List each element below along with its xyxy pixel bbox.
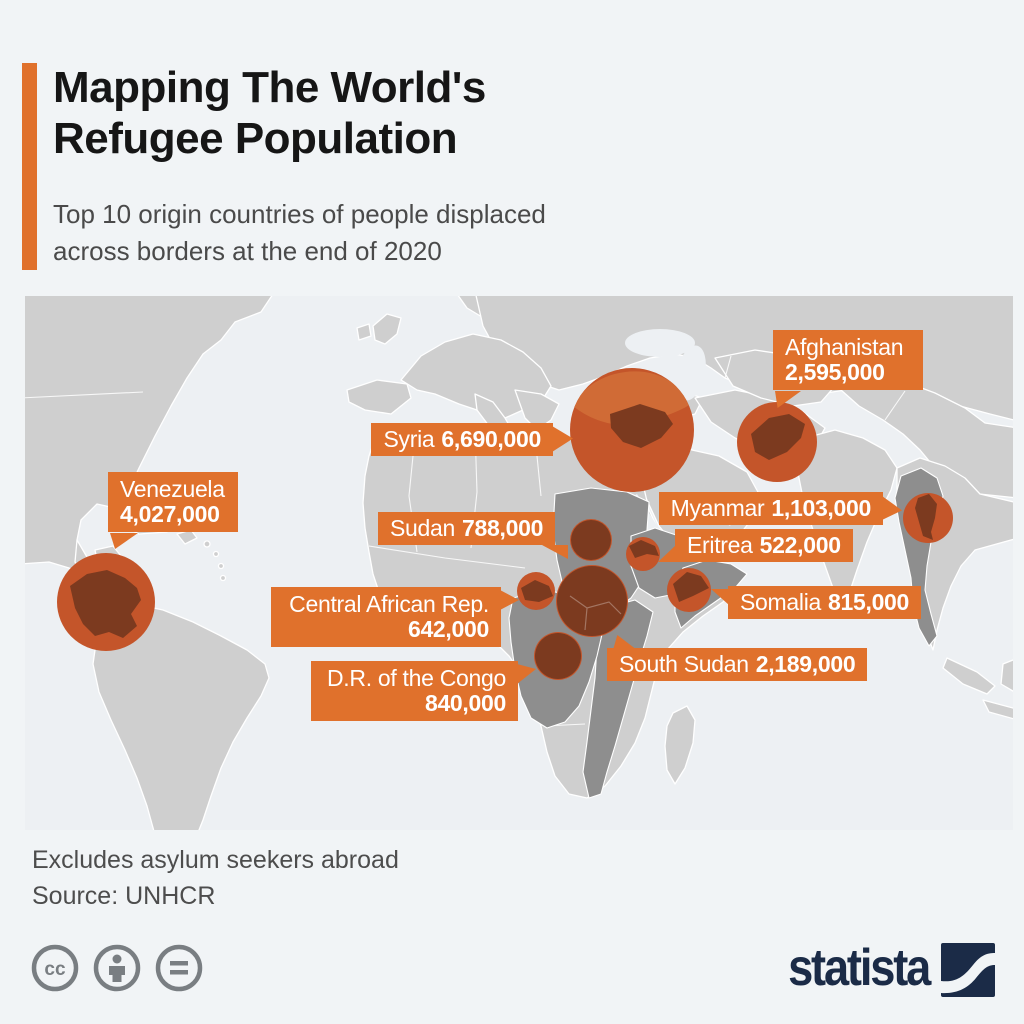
island-java xyxy=(982,699,1013,720)
bubble-central-african-rep xyxy=(517,572,555,610)
callout-afghanistan: Afghanistan 2,595,000 xyxy=(773,330,923,390)
callout-afghanistan-name: Afghanistan xyxy=(785,334,904,360)
callout-myanmar-value: 1,103,000 xyxy=(771,495,871,521)
callout-dr-congo: D.R. of the Congo 840,000 xyxy=(311,661,518,721)
callout-sudan-name: Sudan xyxy=(390,515,456,541)
source-note: Source: UNHCR xyxy=(32,882,216,910)
title-line-2: Refugee Population xyxy=(53,114,458,163)
callout-afghanistan-value: 2,595,000 xyxy=(785,359,885,385)
island-hispaniola xyxy=(176,529,198,545)
region-iberia xyxy=(346,379,412,415)
bubble-somalia xyxy=(667,568,711,612)
bubbles xyxy=(57,368,953,680)
callout-dr-congo-value: 840,000 xyxy=(424,690,506,716)
page-subtitle: Top 10 origin countries of people displa… xyxy=(53,196,546,270)
continent-north-america xyxy=(25,296,273,577)
world-map xyxy=(25,296,1013,830)
bubble-afghanistan xyxy=(737,402,817,482)
callout-myanmar: Myanmar 1,103,000 xyxy=(658,492,883,525)
callout-somalia: Somalia 815,000 xyxy=(728,586,922,619)
black-sea xyxy=(625,329,695,357)
callout-syria-value: 6,690,000 xyxy=(441,426,541,452)
bubble-eritrea xyxy=(626,537,660,571)
callout-sudan: Sudan 788,000 xyxy=(378,512,556,545)
subtitle-line-1: Top 10 origin countries of people displa… xyxy=(53,199,546,229)
region-balkans xyxy=(514,389,560,431)
attribution-person-icon xyxy=(93,944,141,992)
callout-eritrea-name: Eritrea xyxy=(687,532,753,558)
region-west-europe xyxy=(400,333,552,419)
island-ireland xyxy=(356,323,372,341)
bubble-dr-congo xyxy=(534,632,582,680)
title-accent-bar xyxy=(22,63,37,270)
cc-icon: cc xyxy=(31,944,79,992)
subtitle-line-2: across borders at the end of 2020 xyxy=(53,236,442,266)
bubble-sudan xyxy=(570,519,612,561)
svg-text:cc: cc xyxy=(44,959,66,980)
callout-myanmar-name: Myanmar xyxy=(670,495,765,521)
callout-somalia-value: 815,000 xyxy=(828,589,910,615)
statista-wordmark: statista xyxy=(787,939,931,997)
bubble-syria xyxy=(570,368,694,492)
callout-eritrea: Eritrea 522,000 xyxy=(675,529,853,562)
callout-venezuela-value: 4,027,000 xyxy=(120,501,220,527)
callout-south-sudan-value: 2,189,000 xyxy=(755,651,856,677)
title-line-1: Mapping The World's xyxy=(53,63,486,112)
callout-sudan-value: 788,000 xyxy=(462,515,544,541)
island-madagascar xyxy=(664,705,696,785)
license-icons: cc xyxy=(31,944,203,997)
callout-central-african-rep-name: Central African Rep. xyxy=(289,591,489,617)
callout-somalia-name: Somalia xyxy=(740,589,821,615)
callout-venezuela: Venezuela 4,027,000 xyxy=(108,472,238,532)
callout-eritrea-value: 522,000 xyxy=(759,532,841,558)
callout-south-sudan-name: South Sudan xyxy=(619,651,749,677)
bubble-south-sudan xyxy=(556,565,628,637)
callout-central-african-rep-value: 642,000 xyxy=(407,616,489,642)
bubble-venezuela xyxy=(57,553,155,651)
callout-dr-congo-name: D.R. of the Congo xyxy=(326,665,506,691)
page-title: Mapping The World's Refugee Population xyxy=(53,62,486,164)
island-great-britain xyxy=(372,313,402,345)
callout-venezuela-name: Venezuela xyxy=(120,476,225,502)
bubble-myanmar xyxy=(903,493,953,543)
callout-south-sudan: South Sudan 2,189,000 xyxy=(607,648,868,681)
caspian-sea xyxy=(676,345,706,401)
callout-syria: Syria 6,690,000 xyxy=(371,423,553,456)
footnote: Excludes asylum seekers abroad xyxy=(32,846,399,874)
island-sumatra xyxy=(942,657,996,695)
island-borneo xyxy=(1000,659,1013,692)
callout-central-african-rep: Central African Rep. 642,000 xyxy=(271,587,501,647)
callout-syria-name: Syria xyxy=(383,426,435,452)
statista-logo-icon xyxy=(941,943,995,1002)
equals-icon xyxy=(155,944,203,992)
continent-south-america xyxy=(92,603,270,830)
